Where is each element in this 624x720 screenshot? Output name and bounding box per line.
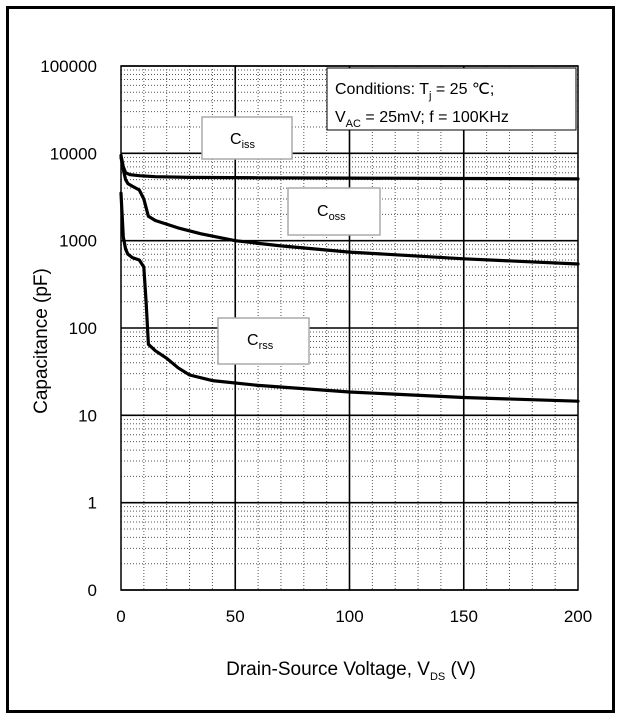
y-tick-label: 10000 <box>50 144 97 163</box>
series-label-crss: Crss <box>217 317 310 365</box>
series-line-crss <box>119 191 580 403</box>
x-tick-label: 150 <box>450 607 478 626</box>
y-tick-label: 100000 <box>40 57 97 76</box>
x-tick-label: 100 <box>335 607 363 626</box>
y-tick-label: 100 <box>69 319 97 338</box>
y-tick-label: 10 <box>78 406 97 425</box>
x-tick-label: 0 <box>116 607 125 626</box>
series-layer <box>119 153 580 403</box>
series-label-coss: Coss <box>287 187 381 236</box>
svg-text:Ciss: Ciss <box>230 131 256 151</box>
conditions-box: Conditions: Tj = 25 ℃; VAC = 25mV; f = 1… <box>326 67 577 131</box>
svg-text:Crss: Crss <box>247 332 274 352</box>
conditions-line-1: Conditions: Tj = 25 ℃; <box>335 81 494 102</box>
conditions-line-2: VAC = 25mV; f = 100KHz <box>335 109 509 130</box>
plot-border <box>120 65 579 591</box>
series-label-ciss: Ciss <box>201 116 293 160</box>
y-axis-label: Capacitance (pF) <box>31 268 52 414</box>
y-tick-label: 1 <box>88 494 97 513</box>
x-tick-label: 200 <box>564 607 592 626</box>
x-tick-label: 50 <box>226 607 245 626</box>
x-axis-label: Drain-Source Voltage, VDS (V) <box>226 659 476 683</box>
svg-text:Coss: Coss <box>317 203 346 223</box>
y-tick-label: 0 <box>88 581 97 600</box>
series-line-coss <box>119 155 580 266</box>
y-tick-label: 1000 <box>59 232 97 251</box>
